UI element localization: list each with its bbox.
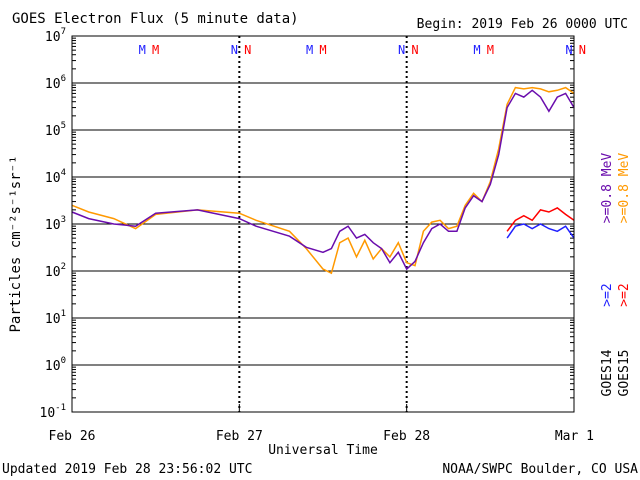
x-tick-labels: Feb 26 Feb 27 Feb 28 Mar 1 — [49, 429, 594, 444]
x-tick-label: Mar 1 — [555, 429, 594, 444]
series-line-0 — [71, 86, 575, 275]
marker-label: N — [244, 43, 251, 57]
y-tick-labels: 10-1 100 101 102 103 104 105 106 107 — [40, 27, 67, 421]
begin-label: Begin: 2019 Feb 26 0000 UTC — [417, 17, 628, 32]
y-tick-label: 103 — [45, 215, 66, 233]
y-tick-label: 101 — [45, 309, 66, 327]
y-tick-label: 107 — [45, 27, 66, 45]
updated-label: Updated 2019 Feb 28 23:56:02 UTC — [2, 462, 252, 477]
y-tick-label: 102 — [45, 262, 66, 280]
chart-title: GOES Electron Flux (5 minute data) — [12, 11, 299, 27]
marker-label: N — [231, 43, 238, 57]
x-axis-label: Universal Time — [268, 443, 378, 458]
marker-label: M — [306, 43, 313, 57]
y-tick-label: 100 — [45, 356, 66, 374]
series-line-1 — [71, 89, 575, 271]
marker-label: M — [139, 43, 146, 57]
legend-entry: >=2 — [600, 283, 615, 306]
marker-label: M — [473, 43, 480, 57]
marker-label: M — [487, 43, 494, 57]
legend-entry: >=0.8 MeV — [617, 153, 632, 224]
legend-entry: GOES14 — [600, 349, 615, 396]
x-tick-label: Feb 27 — [216, 429, 263, 444]
x-tick-label: Feb 26 — [49, 429, 96, 444]
marker-label: N — [411, 43, 418, 57]
x-tick-label: Feb 28 — [383, 429, 430, 444]
y-tick-label: 10-1 — [40, 403, 67, 421]
series-lines — [71, 86, 575, 275]
series-line-3 — [506, 223, 575, 239]
y-tick-label: 106 — [45, 74, 66, 92]
marker-label: N — [579, 43, 586, 57]
marker-label: M — [152, 43, 159, 57]
y-tick-label: 104 — [45, 168, 66, 186]
y-axis-label: Particles cm⁻²s⁻¹sr⁻¹ — [8, 155, 24, 332]
y-tick-label: 105 — [45, 121, 66, 139]
legend-entry: >=0.8 MeV — [600, 153, 615, 224]
marker-label: N — [565, 43, 572, 57]
grid-lines — [72, 37, 574, 399]
marker-label: M — [319, 43, 326, 57]
legend-entry: >=2 — [617, 283, 632, 306]
plot-frame — [71, 35, 575, 413]
marker-label: N — [398, 43, 405, 57]
series-line-2 — [506, 207, 575, 232]
legend-entry: GOES15 — [617, 350, 632, 397]
source-label: NOAA/SWPC Boulder, CO USA — [442, 462, 638, 477]
